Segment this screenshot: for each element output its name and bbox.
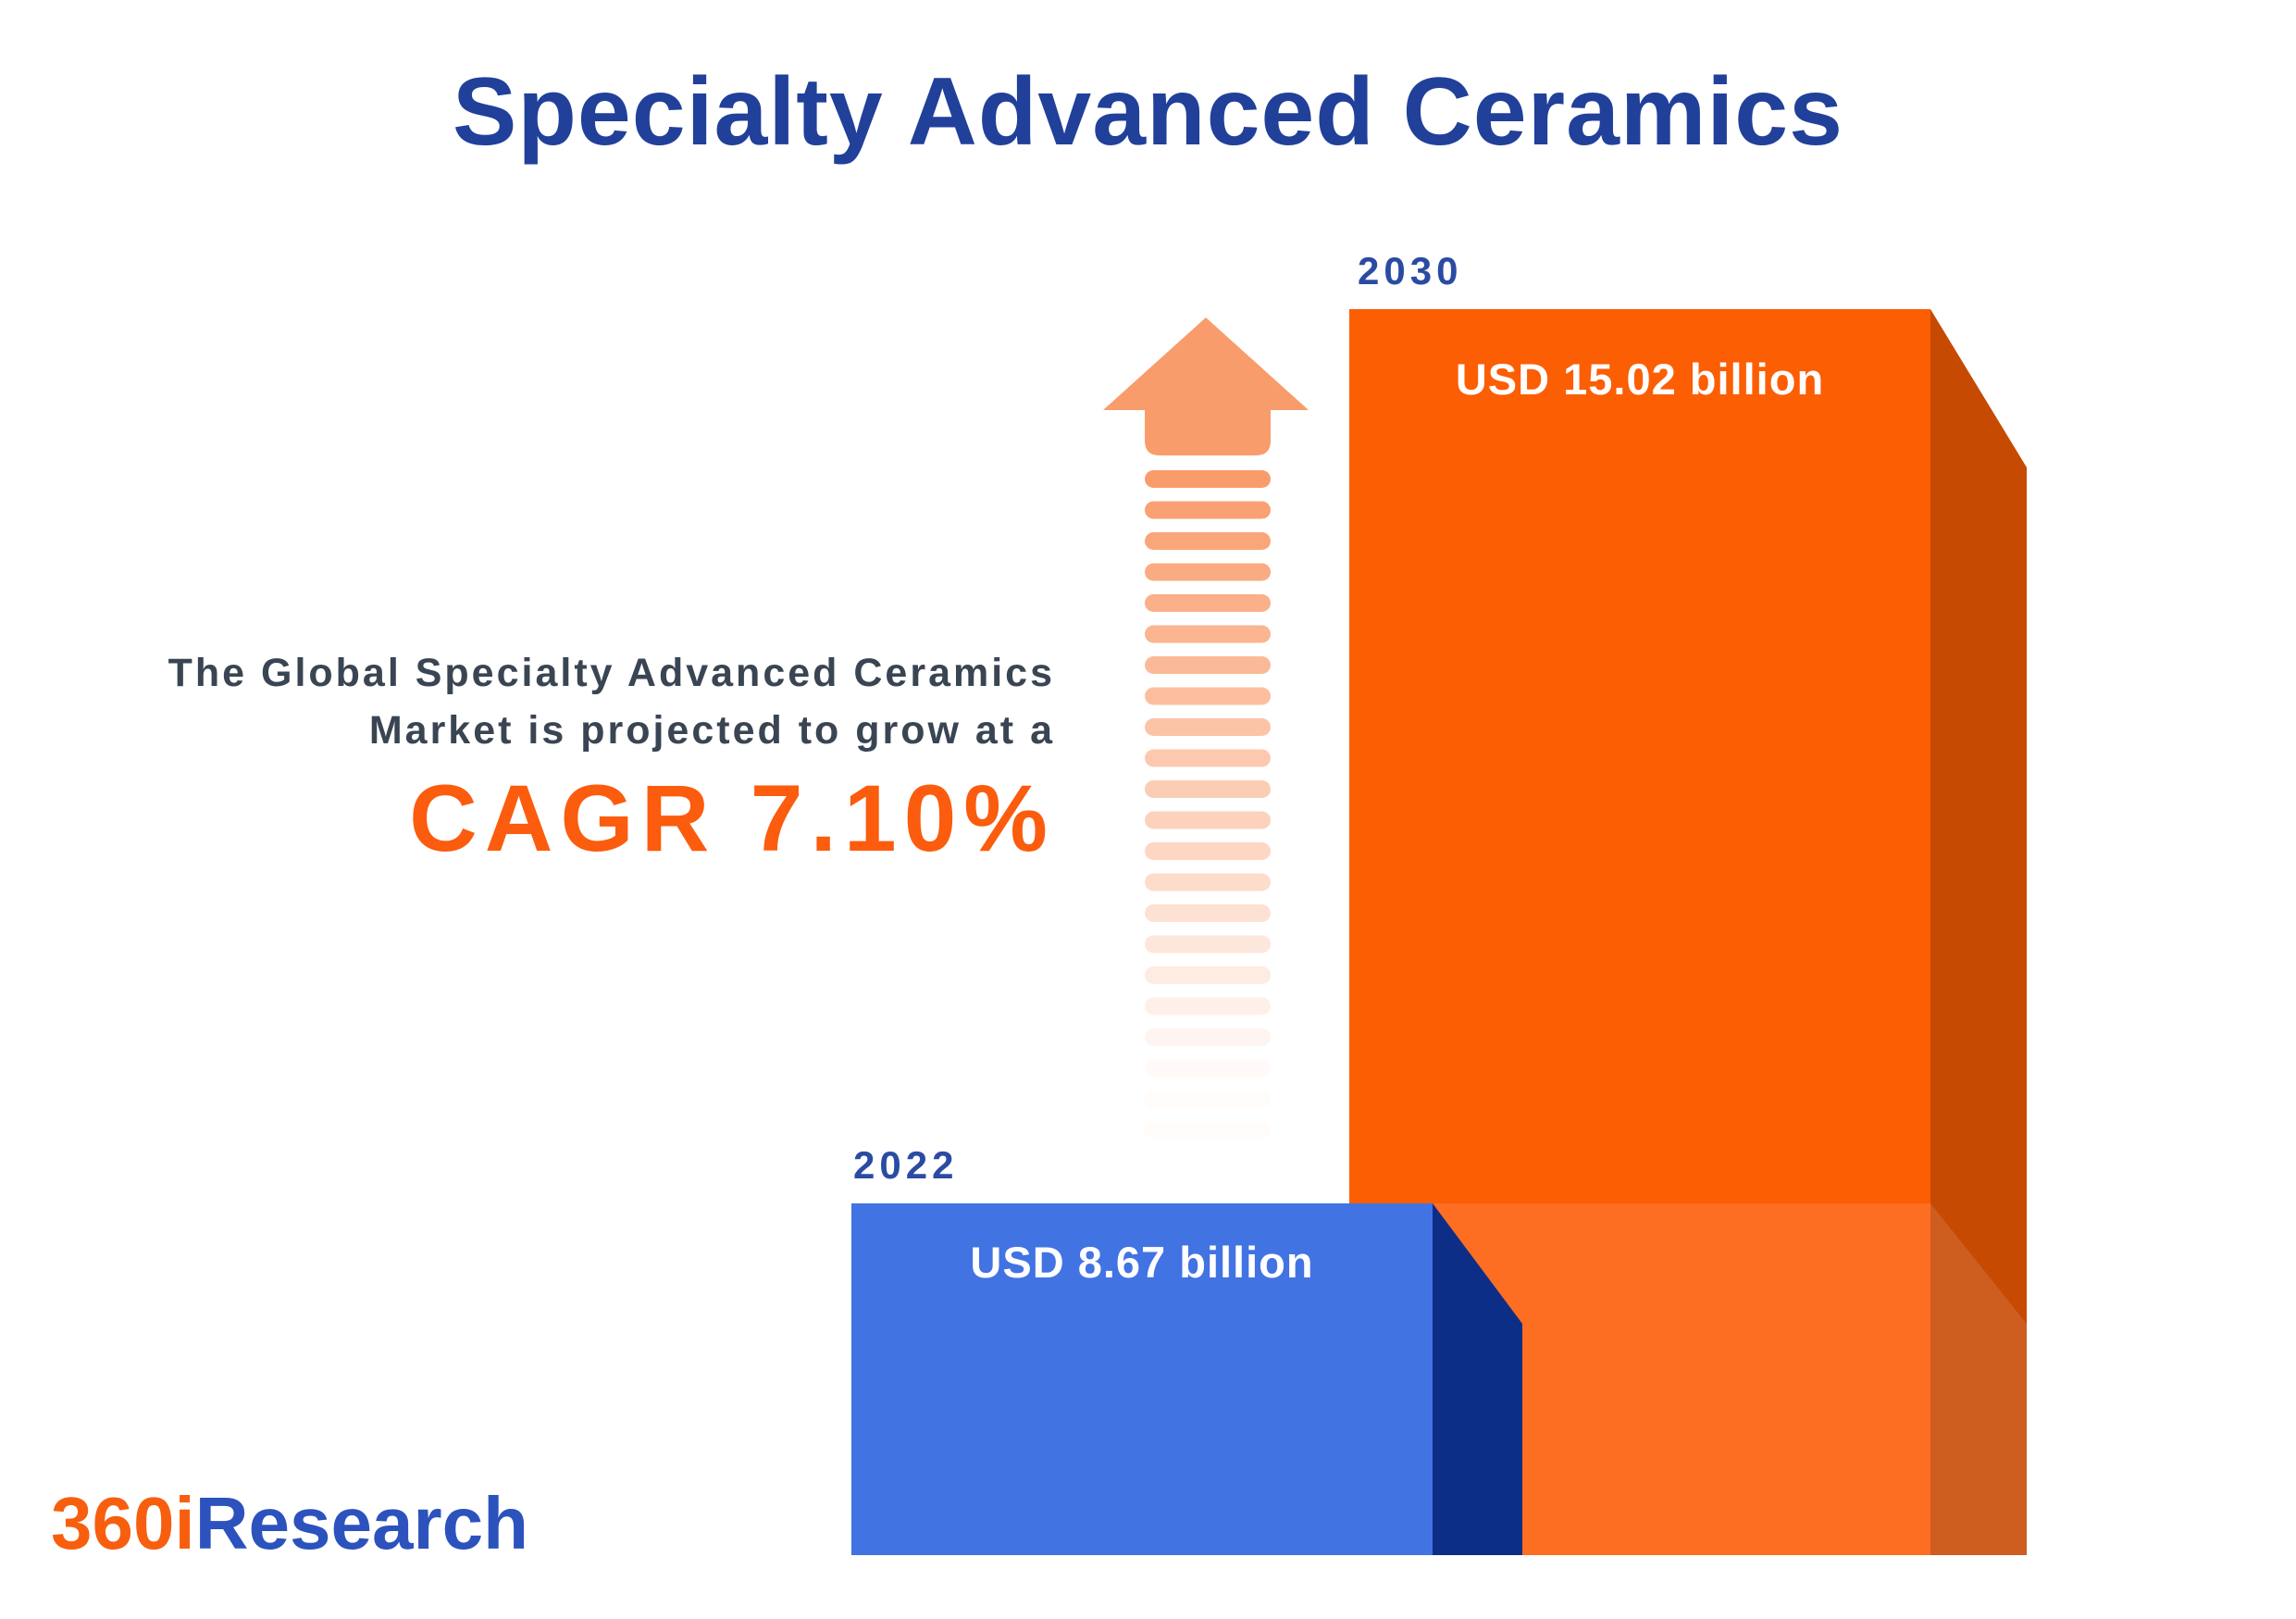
- growth-arrow-dash: [1145, 780, 1271, 798]
- growth-arrow-dash: [1145, 935, 1271, 953]
- intro-line-2: Market is projected to grow at a: [368, 708, 1055, 753]
- bar-2030: [1349, 309, 1930, 1203]
- growth-arrow-dash: [1145, 501, 1271, 519]
- growth-arrow-dash: [1145, 1059, 1271, 1077]
- page-title: Specialty Advanced Ceramics: [453, 58, 1843, 166]
- growth-arrow-icon: [1103, 318, 1309, 1140]
- growth-arrow-dash: [1145, 904, 1271, 922]
- growth-arrow-dash: [1145, 656, 1271, 674]
- bar-2030-year-label: 2030: [1358, 249, 1463, 293]
- bar-2022-year-label: 2022: [853, 1143, 959, 1187]
- growth-arrow-dash: [1145, 532, 1271, 550]
- bar-2022-side-face: [1433, 1203, 1522, 1555]
- growth-arrow-dash: [1145, 1122, 1271, 1140]
- intro-text: The Global Specialty Advanced Ceramics M…: [0, 644, 1055, 870]
- growth-arrow-dash: [1145, 470, 1271, 488]
- intro-line-1: The Global Specialty Advanced Ceramics: [168, 651, 1055, 695]
- logo: 360iResearch: [51, 1487, 528, 1561]
- bar-2030-value-label: USD 15.02 billion: [1455, 355, 1825, 404]
- growth-arrow-dash: [1145, 1028, 1271, 1046]
- growth-arrow-dash: [1145, 997, 1271, 1015]
- growth-arrow-dash: [1145, 873, 1271, 891]
- growth-arrow-dash: [1145, 563, 1271, 581]
- growth-arrow-head: [1103, 318, 1309, 455]
- growth-arrow-dash: [1145, 811, 1271, 829]
- cagr-value: CAGR 7.10%: [409, 766, 1055, 871]
- bar-2030-side-face: [1930, 309, 2027, 1555]
- growth-arrow-dash: [1145, 687, 1271, 705]
- growth-arrow-dash: [1145, 594, 1271, 612]
- growth-arrow-dash: [1145, 842, 1271, 860]
- bar-2022: [851, 1203, 1433, 1555]
- growth-arrow-dash: [1145, 718, 1271, 736]
- logo-suffix: Research: [194, 1482, 528, 1564]
- growth-arrow-dash: [1145, 1090, 1271, 1108]
- bar-2030-side-lower: [1930, 1203, 2027, 1555]
- growth-arrow-dash: [1145, 749, 1271, 767]
- logo-prefix: 360i: [51, 1482, 195, 1564]
- bar-2022-side-polygon: [1433, 1203, 1522, 1555]
- growth-arrow-dash: [1145, 625, 1271, 643]
- bar-2022-value-label: USD 8.67 billion: [970, 1238, 1314, 1287]
- growth-arrow-dash: [1145, 966, 1271, 984]
